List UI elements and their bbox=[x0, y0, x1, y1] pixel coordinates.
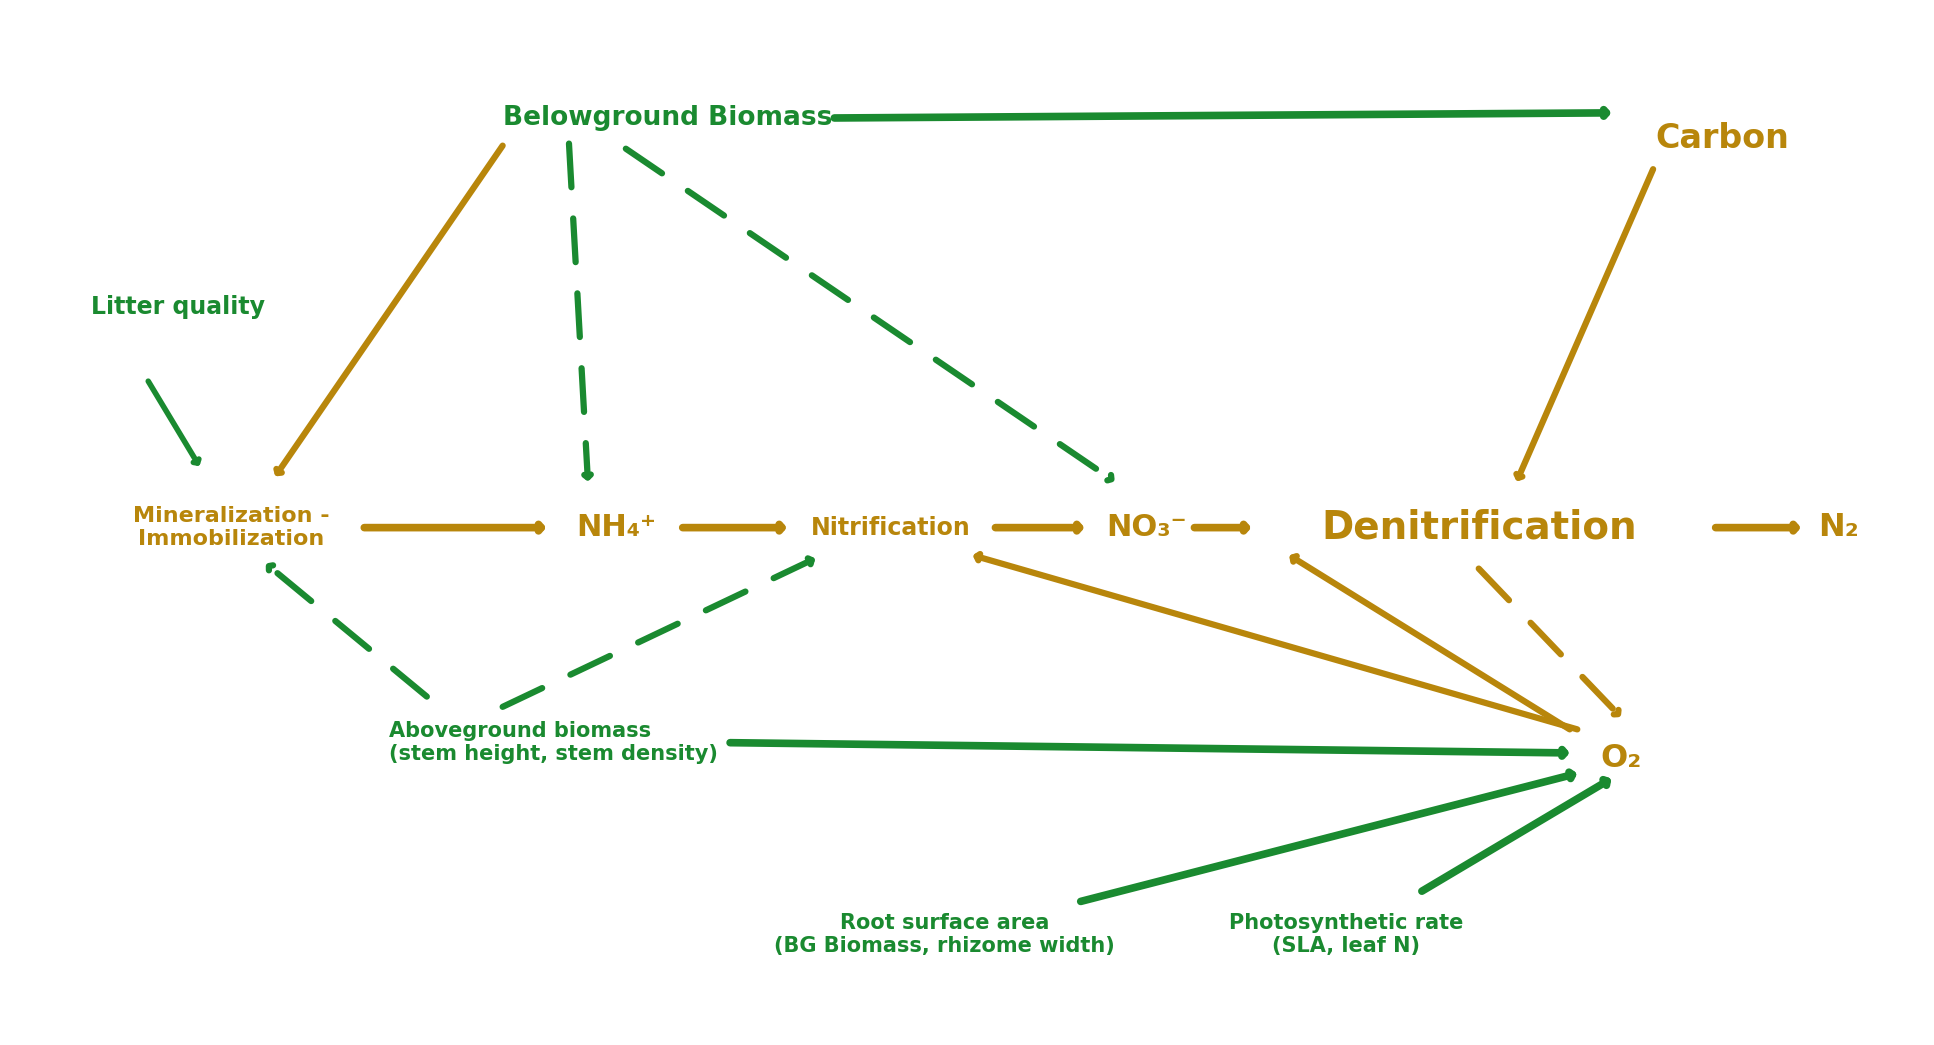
Text: NO₃⁻: NO₃⁻ bbox=[1106, 513, 1187, 542]
Text: Mineralization -
Immobilization: Mineralization - Immobilization bbox=[133, 506, 331, 550]
Text: NH₄⁺: NH₄⁺ bbox=[576, 513, 656, 542]
Text: N₂: N₂ bbox=[1818, 512, 1859, 543]
Text: O₂: O₂ bbox=[1599, 743, 1642, 773]
Text: Nitrification: Nitrification bbox=[810, 515, 971, 539]
Text: Root surface area
(BG Biomass, rhizome width): Root surface area (BG Biomass, rhizome w… bbox=[774, 912, 1114, 956]
Text: Photosynthetic rate
(SLA, leaf N): Photosynthetic rate (SLA, leaf N) bbox=[1228, 912, 1464, 956]
Text: Belowground Biomass: Belowground Biomass bbox=[503, 104, 832, 131]
Text: Carbon: Carbon bbox=[1656, 122, 1789, 155]
Text: Aboveground biomass
(stem height, stem density): Aboveground biomass (stem height, stem d… bbox=[389, 721, 718, 764]
Text: Litter quality: Litter quality bbox=[91, 296, 265, 320]
Text: Denitrification: Denitrification bbox=[1321, 509, 1636, 547]
